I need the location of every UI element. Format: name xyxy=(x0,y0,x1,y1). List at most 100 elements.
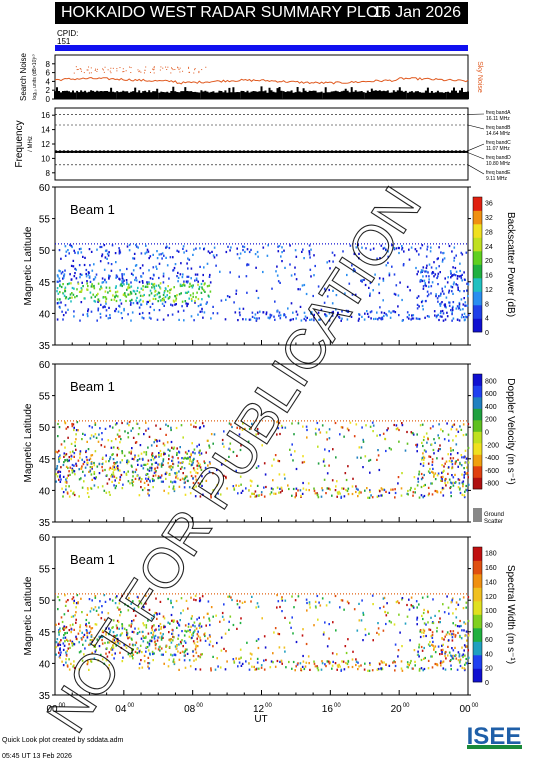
scatter-cell xyxy=(196,273,199,276)
scatter-cell xyxy=(201,286,203,289)
scatter-cell xyxy=(363,278,365,281)
scatter-cell xyxy=(103,489,106,492)
scatter-cell xyxy=(325,492,327,495)
scatter-cell xyxy=(188,486,191,489)
scatter-cell xyxy=(152,458,155,461)
scatter-cell xyxy=(71,598,74,601)
scatter-cell xyxy=(422,635,425,638)
scatter-cell xyxy=(73,426,75,429)
scatter-cell xyxy=(355,663,357,667)
scatter-cell xyxy=(401,597,404,600)
scatter-cell xyxy=(212,615,214,618)
sky-noise-point xyxy=(153,69,155,71)
scatter-cell xyxy=(93,461,95,465)
scatter-cell xyxy=(206,301,208,304)
scatter-cell xyxy=(303,257,305,260)
scatter-cell xyxy=(360,491,362,494)
scatter-cell xyxy=(355,246,358,249)
scatter-cell xyxy=(451,425,454,428)
scatter-cell xyxy=(111,475,114,478)
scatter-cell xyxy=(90,487,93,490)
scatter-cell xyxy=(435,293,437,296)
scatter-cell xyxy=(255,289,258,292)
scatter-cell xyxy=(101,485,104,488)
scatter-cell xyxy=(461,313,463,316)
scatter-cell xyxy=(183,478,186,481)
scatter-cell xyxy=(212,442,214,445)
scatter-cell xyxy=(159,600,162,603)
scatter-cell xyxy=(93,464,96,467)
scatter-cell xyxy=(413,649,416,652)
scatter-cell xyxy=(148,494,150,497)
scatter-cell xyxy=(62,277,64,280)
scatter-cell xyxy=(81,611,83,614)
scatter-cell xyxy=(421,279,424,283)
scatter-cell xyxy=(198,451,200,454)
scatter-cell xyxy=(111,646,113,649)
scatter-cell xyxy=(105,491,108,494)
scatter-cell xyxy=(237,665,239,668)
scatter-cell xyxy=(197,297,200,301)
scatter-cell xyxy=(189,282,191,285)
scatter-cell xyxy=(345,661,347,665)
scatter-cell xyxy=(127,637,129,640)
scatter-cell xyxy=(188,258,191,261)
scatter-cell xyxy=(448,633,451,636)
scatter-cell xyxy=(119,476,122,479)
scatter-cell xyxy=(177,464,179,467)
scatter-cell xyxy=(364,283,367,287)
scatter-cell xyxy=(420,301,423,304)
scatter-cell xyxy=(328,260,331,263)
scatter-cell xyxy=(400,667,403,670)
scatter-cell xyxy=(115,624,118,627)
scatter-cell xyxy=(422,496,424,499)
scatter-cell xyxy=(193,598,195,601)
scatter-cell xyxy=(115,276,117,279)
scatter-cell xyxy=(96,248,98,251)
freq-band-value: 14.64 MHz xyxy=(486,131,511,137)
scatter-cell xyxy=(461,279,463,282)
scatter-cell xyxy=(356,456,359,459)
scatter-cell xyxy=(136,301,138,305)
scatter-cell xyxy=(277,600,280,603)
scatter-cell xyxy=(189,630,191,634)
scatter-cell xyxy=(162,633,164,636)
scatter-cell xyxy=(295,640,298,644)
scatter-cell xyxy=(215,254,218,257)
scatter-cell xyxy=(212,655,214,658)
scatter-cell xyxy=(146,641,149,644)
scatter-cell xyxy=(325,431,328,434)
scatter-cell xyxy=(444,668,447,671)
scatter-cell xyxy=(428,278,430,281)
scatter-cell xyxy=(195,627,198,630)
scatter-cell xyxy=(91,478,93,481)
scatter-cell xyxy=(202,279,204,283)
scatter-cell xyxy=(329,488,331,491)
scatter-cell xyxy=(422,285,425,288)
scatter-cell xyxy=(168,458,170,461)
scatter-cell xyxy=(438,621,440,624)
scatter-cell xyxy=(105,249,108,252)
scatter-cell xyxy=(364,455,367,458)
scatter-cell xyxy=(379,434,381,437)
scatter-cell xyxy=(362,438,364,441)
scatter-cell xyxy=(382,279,385,282)
scatter-cell xyxy=(331,652,334,655)
scatter-cell xyxy=(147,427,150,430)
search-noise-trace xyxy=(54,86,469,99)
scatter-cell xyxy=(422,452,424,455)
scatter-cell xyxy=(62,642,65,645)
scatter-cell xyxy=(450,486,452,489)
scatter-cell xyxy=(451,274,453,278)
scatter-cell xyxy=(126,462,129,465)
scatter-cell xyxy=(460,298,463,301)
scatter-cell xyxy=(162,460,164,463)
scatter-cell xyxy=(146,300,149,304)
scatter-cell xyxy=(295,665,297,668)
scatter-cell xyxy=(414,660,416,663)
colorbar-tick-label: 800 xyxy=(485,378,497,385)
scatter-cell xyxy=(105,302,107,305)
scatter-cell xyxy=(287,484,289,487)
scatter-cell xyxy=(461,273,463,276)
scatter-cell xyxy=(246,291,248,294)
